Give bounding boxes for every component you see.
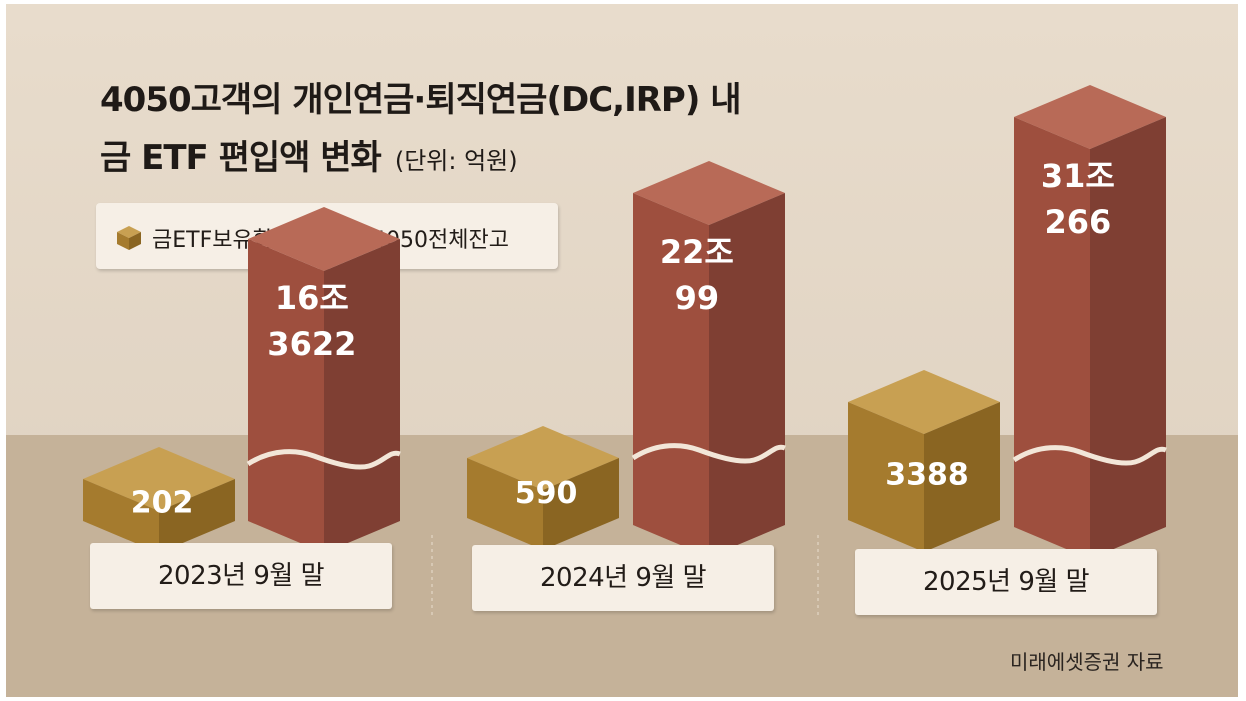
gold-bar-1-right xyxy=(159,479,235,553)
balance-bar-1-left xyxy=(248,239,324,553)
balance-bar-2-right xyxy=(709,193,785,557)
balance-bar-3 xyxy=(1014,85,1166,559)
balance-value-label-trillion-2: 22조 xyxy=(660,233,734,271)
balance-value-label-billion-3: 266 xyxy=(1044,203,1111,241)
balance-value-label-billion-2: 99 xyxy=(675,279,720,317)
bar-group-2: 590 22조 99 xyxy=(467,161,786,557)
source-note: 미래에셋증권 자료 xyxy=(1010,650,1164,674)
category-label-2024: 2024년 9월 말 xyxy=(472,545,774,611)
gold-value-label-3: 3388 xyxy=(885,458,969,493)
axis-break-3 xyxy=(1012,445,1167,466)
legend-gold-icon xyxy=(117,226,141,250)
balance-bar-1-right xyxy=(324,239,400,553)
balance-bar-3-right xyxy=(1090,117,1166,559)
gold-bar-3-right xyxy=(924,402,1000,552)
category-label-2025: 2025년 9월 말 xyxy=(855,549,1157,615)
category-label-2023: 2023년 9월 말 xyxy=(90,543,392,609)
balance-value-label-trillion-3: 31조 xyxy=(1041,157,1115,195)
gold-bar-3 xyxy=(848,370,1000,552)
balance-value-label-trillion-1: 16조 xyxy=(275,279,349,317)
gold-bar-2 xyxy=(467,426,619,550)
bar-group-1: 202 16조 3622 xyxy=(83,207,401,553)
unit-label: (단위: 억원) xyxy=(394,147,518,175)
balance-bar-1 xyxy=(248,207,400,553)
balance-bar-2-left xyxy=(633,193,709,557)
axis-break-1 xyxy=(246,449,401,470)
bar-group-3: 3388 31조 266 xyxy=(848,85,1167,559)
balance-value-label-billion-1: 3622 xyxy=(267,325,356,363)
chart-title-text: 금 ETF 편입액 변화 xyxy=(100,138,382,178)
chart-title-line2: 금 ETF 편입액 변화 (단위: 억원) xyxy=(100,130,518,179)
gold-bar-2-left xyxy=(467,458,543,550)
gold-bar-1 xyxy=(83,447,235,553)
balance-bar-2 xyxy=(633,161,785,557)
gold-bar-1-left xyxy=(83,479,159,553)
axis-break-2 xyxy=(631,443,786,464)
chart-title-line1: 4050고객의 개인연금·퇴직연금(DC,IRP) 내 xyxy=(100,80,741,120)
gold-value-label-2: 590 xyxy=(515,476,578,511)
gold-bar-2-right xyxy=(543,458,619,550)
gold-bar-3-left xyxy=(848,402,924,552)
gold-value-label-1: 202 xyxy=(131,485,194,520)
